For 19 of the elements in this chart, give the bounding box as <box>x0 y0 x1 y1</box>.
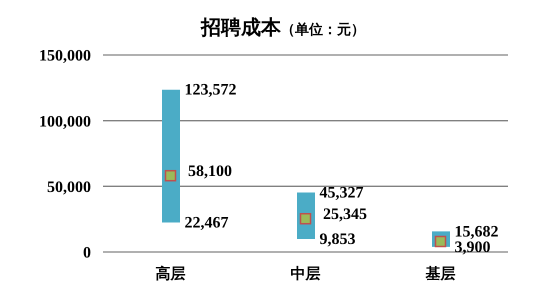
annotation: 22,467 <box>184 214 228 232</box>
x-tick-label: 基层 <box>424 266 456 283</box>
y-tick-label: 150,000 <box>39 48 91 65</box>
chart-subtitle: （单位：元） <box>281 23 365 38</box>
annotation: 15,682 <box>454 223 498 240</box>
annotation: 9,853 <box>320 231 356 248</box>
x-tick-label: 中层 <box>290 266 320 283</box>
y-tick-label: 100,000 <box>39 113 91 130</box>
x-tick-label: 高层 <box>156 264 186 283</box>
data-label: 25,345 <box>322 206 367 224</box>
annotation: 123,572 <box>184 82 236 99</box>
annotation: 45,327 <box>320 184 364 202</box>
bar <box>162 90 180 222</box>
point <box>164 170 176 182</box>
annotation: 3,900 <box>454 238 490 256</box>
y-tick-label: 50,000 <box>47 179 91 196</box>
data-label: 58,100 <box>188 163 232 180</box>
y-tick-label: 0 <box>83 244 91 262</box>
chart-title: 招聘成本 <box>201 17 281 39</box>
